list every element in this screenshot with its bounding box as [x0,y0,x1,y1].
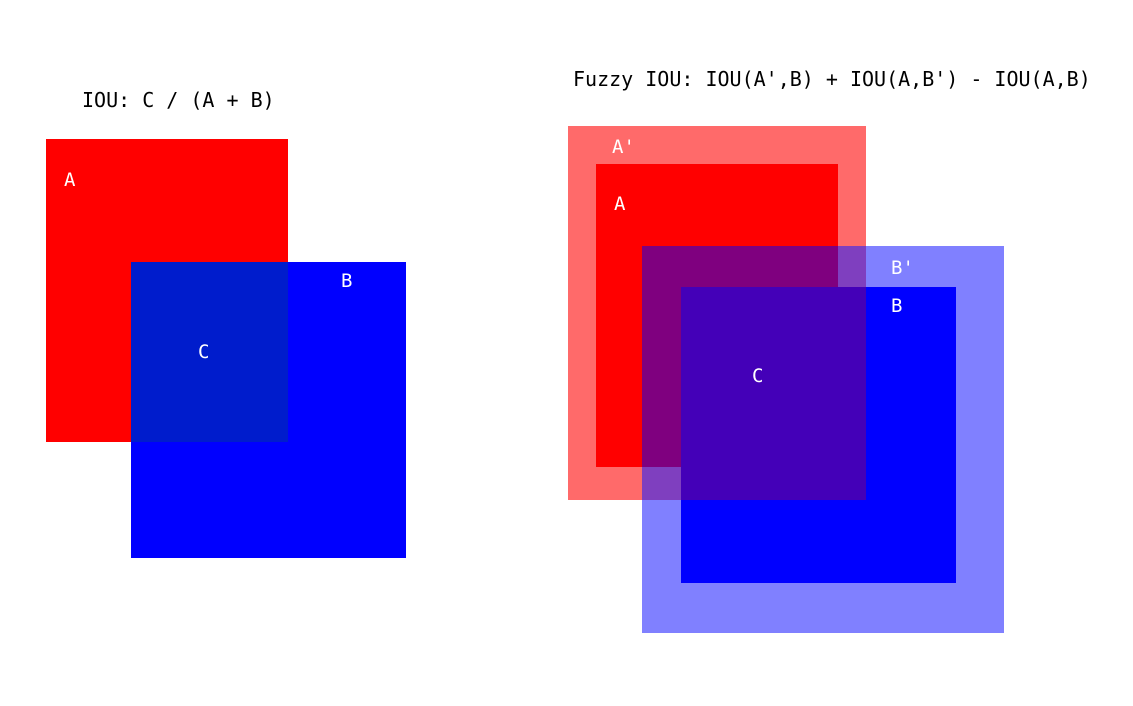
overlap-c [681,287,838,467]
overlap-c [131,262,288,442]
label-a: A [64,169,76,191]
label-b: B [341,270,353,292]
left-diagram-title: IOU: C / (A + B) [82,88,275,112]
label-c: C [198,341,210,363]
right-diagram-title: Fuzzy IOU: IOU(A',B) + IOU(A,B') - IOU(A… [573,67,1091,91]
label-a: A [614,193,626,215]
label-b-prime: B' [891,257,914,279]
label-c: C [752,365,764,387]
label-b: B [891,295,903,317]
label-a-prime: A' [612,136,635,158]
